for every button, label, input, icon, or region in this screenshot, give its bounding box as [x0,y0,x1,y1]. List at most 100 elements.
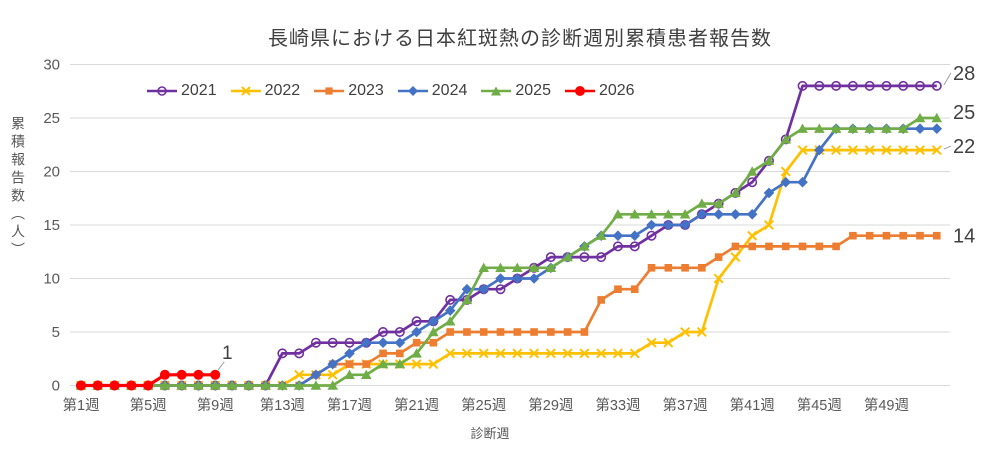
marker [814,144,825,156]
x-tick-label: 第5週 [130,396,167,414]
marker [143,380,154,391]
marker [780,176,792,188]
marker [914,80,925,91]
marker [780,134,792,144]
marker [344,369,355,379]
marker [646,209,657,219]
marker [647,264,656,272]
marker [396,349,404,358]
legend-swatch-x-icon [230,86,261,96]
end-label-2022: 22 [953,136,975,158]
marker [109,380,120,391]
marker [612,209,624,219]
end-label-2025: 25 [953,102,975,124]
legend-item-2023: 2023 [313,82,384,100]
marker [746,209,758,220]
marker [327,358,338,370]
marker [511,273,523,284]
marker [630,285,639,293]
marker [931,123,943,134]
x-tick-label: 第1週 [62,396,99,414]
marker [646,337,657,348]
marker [530,328,538,336]
marker [92,380,103,391]
marker [444,305,456,316]
marker [463,328,471,336]
marker [595,230,607,240]
series-line-2024 [81,127,937,387]
marker [629,348,640,359]
marker [226,380,238,390]
marker [713,198,724,208]
legend-label: 2025 [515,82,551,99]
marker [377,337,389,348]
marker [914,123,926,134]
legend-label: 2026 [598,82,635,99]
legend: 2021 2022 2023 2024 2025 2026 [146,82,635,100]
marker [899,231,908,240]
marker [360,369,372,379]
marker [545,262,557,272]
marker [698,264,706,272]
marker [579,348,590,359]
marker [294,369,305,380]
marker [394,326,405,337]
legend-label: 2022 [264,82,301,99]
marker [479,328,488,336]
marker [914,112,926,123]
marker [831,80,842,91]
marker [612,230,624,241]
legend-item-2025: 2025 [480,82,551,100]
marker [461,283,473,295]
marker [327,337,338,348]
x-tick-label: 第13週 [260,396,305,414]
marker [310,337,321,348]
marker [429,338,438,347]
marker [76,380,86,391]
marker [882,231,891,240]
marker [681,264,689,272]
marker [528,273,540,284]
marker [512,348,523,359]
x-axis-title: 診断週 [470,426,510,441]
y-tick-label: 20 [43,164,60,181]
marker [814,123,825,133]
series-line-2021 [81,84,937,387]
marker [562,348,573,359]
marker [243,380,255,390]
marker [664,264,673,272]
marker [932,231,941,240]
marker [781,242,790,251]
marker [411,326,422,338]
marker [847,80,858,91]
marker [747,230,758,241]
marker [612,348,623,359]
marker [528,262,540,272]
marker [931,112,943,123]
marker [579,252,590,263]
marker [730,209,741,220]
marker [294,348,305,359]
marker [849,231,857,240]
label-leader-line [943,145,952,150]
y-tick-label: 5 [52,324,60,341]
marker [344,348,355,359]
y-tick-label: 30 [43,57,60,74]
marker [597,296,605,304]
series-line-2023 [81,234,937,387]
marker [831,145,842,156]
x-tick-label: 第37週 [663,396,708,414]
marker [881,123,892,133]
x-tick-label: 第9週 [197,396,234,414]
annotation-leader-line [217,361,225,371]
marker [580,328,589,336]
marker [159,380,171,390]
marker [310,369,322,381]
legend-item-2026: 2026 [564,82,635,100]
legend-swatch-triangle-icon [481,86,512,96]
marker [746,166,758,176]
marker [478,283,490,295]
marker [394,358,406,369]
